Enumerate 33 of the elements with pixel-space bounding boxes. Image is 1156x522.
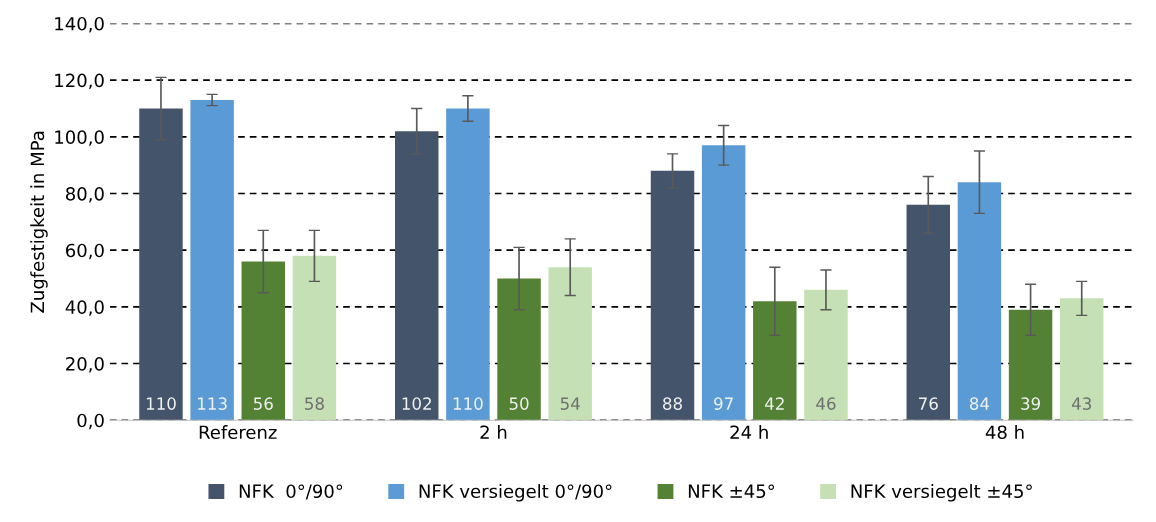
- data-label: 102: [402, 397, 431, 410]
- data-label: 97: [714, 397, 733, 410]
- legend-label: NFK versiegelt 0°/90°: [419, 484, 612, 502]
- y-tick-label: 80,0: [65, 186, 104, 203]
- y-tick-label: 60,0: [66, 243, 104, 260]
- data-label: 88: [663, 397, 682, 410]
- legend-label: NFK ±45°: [688, 484, 775, 499]
- data-label: 58: [305, 397, 324, 410]
- data-label: 110: [453, 397, 483, 410]
- x-tick-label: 2 h: [480, 425, 507, 439]
- data-label: 46: [816, 397, 836, 410]
- data-label: 110: [146, 397, 176, 410]
- y-axis-title: Zugfestigkeit in MPa: [30, 131, 48, 313]
- x-tick-label: Referenz: [199, 425, 277, 440]
- x-tick-label: 24 h: [730, 425, 768, 439]
- data-label: 42: [765, 397, 784, 410]
- data-label: 84: [969, 397, 990, 410]
- data-label: 50: [509, 397, 529, 410]
- y-tick-label: 20,0: [66, 356, 104, 373]
- data-label: 39: [1021, 397, 1041, 410]
- y-tick-label: 100,0: [55, 130, 104, 146]
- y-tick-label: 0,0: [77, 413, 104, 430]
- x-tick-label: 48 h: [985, 425, 1024, 440]
- data-label: 54: [560, 397, 580, 410]
- legend-label: NFK versiegelt ±45°: [851, 484, 1032, 502]
- data-label: 43: [1071, 397, 1091, 410]
- legend-label: NFK 0°/90°: [239, 484, 343, 500]
- y-tick-label: 120,0: [55, 73, 104, 90]
- data-label: 56: [253, 397, 273, 410]
- y-tick-label: 40,0: [65, 300, 104, 316]
- data-label: 113: [198, 397, 227, 410]
- y-tick-label: 140,0: [55, 16, 104, 33]
- data-label: 76: [919, 397, 938, 410]
